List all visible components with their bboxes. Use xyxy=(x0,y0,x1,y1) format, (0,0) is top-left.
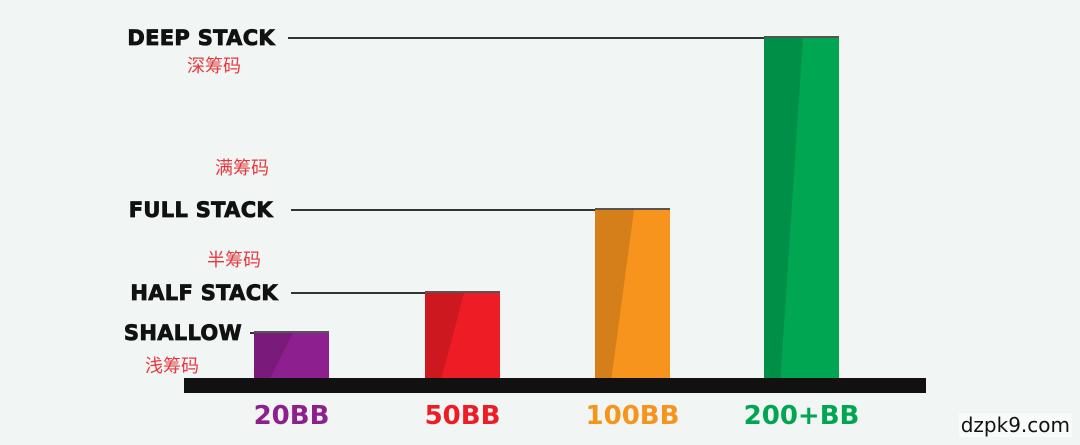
stack-sublabel: 半筹码 xyxy=(207,250,261,271)
bar-top-edge xyxy=(254,331,329,333)
bar-top-edge xyxy=(764,36,839,38)
stack-label: FULL STACK xyxy=(129,198,274,222)
bar-shade xyxy=(425,293,464,378)
category-label: 200+BB xyxy=(744,401,860,431)
stack-sublabel: 浅筹码 xyxy=(145,356,199,377)
category-label: 20BB xyxy=(254,401,330,431)
category-label: 100BB xyxy=(586,401,680,431)
baseline-axis xyxy=(184,378,926,393)
stack-sublabel: 深筹码 xyxy=(187,56,241,77)
category-labels: 20BB 50BB 100BB 200+BB xyxy=(254,401,860,431)
bar-top-edge xyxy=(425,291,500,293)
stack-label: HALF STACK xyxy=(130,281,278,305)
category-label: 50BB xyxy=(425,401,501,431)
bar-top-edge xyxy=(595,208,670,210)
reference-lines xyxy=(250,37,839,334)
watermark: dzpk9.com xyxy=(958,413,1072,437)
stack-label: SHALLOW xyxy=(124,321,242,345)
reference-labels: SHALLOW 浅筹码 HALF STACK 半筹码 FULL STACK 满筹码 DEEP… xyxy=(124,26,279,377)
bar-shade xyxy=(595,210,634,378)
stack-sublabel: 满筹码 xyxy=(215,158,269,179)
stack-label: DEEP STACK xyxy=(127,26,275,50)
bar-shade xyxy=(254,333,293,378)
bar-shade xyxy=(764,38,803,378)
bars xyxy=(254,36,839,378)
